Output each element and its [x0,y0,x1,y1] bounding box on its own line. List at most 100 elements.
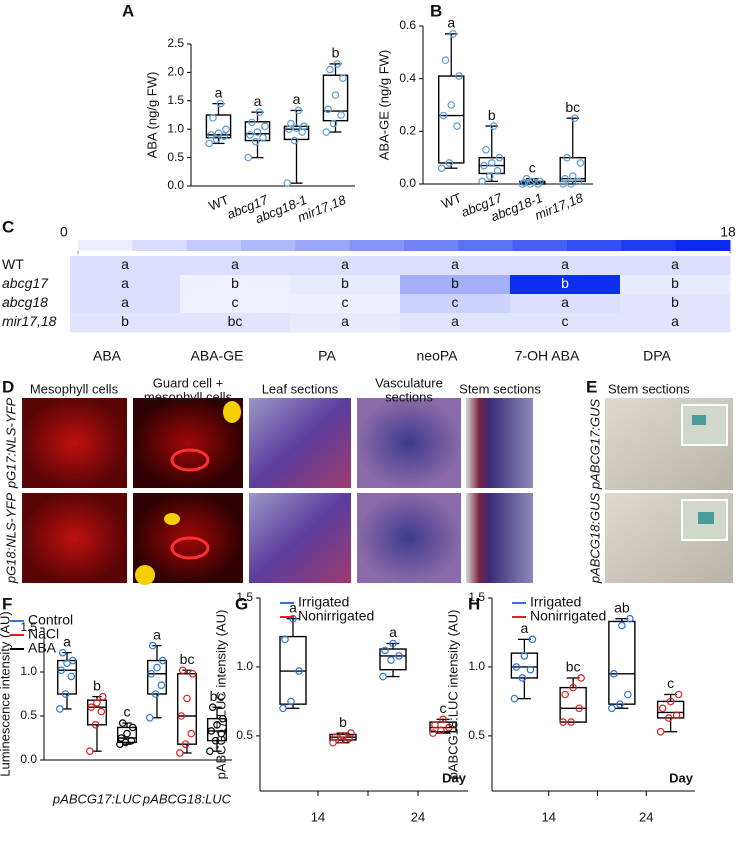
data-point [526,665,535,674]
guard-cell [170,536,210,560]
cell-letter: a [671,256,679,272]
data-point [395,652,403,660]
data-point [253,128,262,136]
heatmap-cell [620,256,731,276]
panel-letter: E [586,377,597,396]
gus-stain [698,512,714,524]
data-point [389,639,397,648]
data-point [117,734,126,742]
heatmap-cell [290,313,401,333]
box [559,156,587,183]
data-point [333,60,342,68]
data-point [207,727,216,735]
panel-letter: B [430,1,442,20]
colorbar-segment [404,240,459,251]
data-point [287,697,295,706]
column-label: PA [318,348,336,364]
data-point [337,111,345,119]
data-point [674,690,683,699]
data-point [486,172,494,180]
heatmap-cell [510,275,621,295]
data-point [287,119,295,128]
data-point [151,690,160,698]
cell-letter: a [341,313,349,329]
y-tick-label: 1.5 [236,590,253,604]
data-point [567,180,575,188]
data-point [559,718,567,726]
heatmap-cell [70,294,181,314]
heatmap-cell [620,294,731,314]
cell-letter: a [121,275,129,291]
data-point [510,694,519,703]
panel-letter: F [2,594,12,613]
colorbar-segment [512,240,568,251]
data-point [528,635,537,644]
y-tick-label: 0.0 [20,752,37,766]
panel-letter: D [2,377,14,396]
cell-letter: c [342,294,349,310]
significance-letter: a [63,633,71,649]
data-point [563,153,571,162]
data-point [610,670,618,678]
cell-letter: a [121,294,129,310]
y-tick-label: 1.0 [167,121,184,135]
cell-letter: a [451,313,459,329]
legend-label: ABA [28,640,57,656]
data-point [283,179,292,187]
x-tick-label: pABCG17:LUC [52,791,142,806]
box [206,717,227,742]
heatmap-cell [180,313,291,333]
colorbar-segment [567,240,622,251]
image-column-label: Vasculature [375,375,443,390]
data-point [575,704,583,713]
nucleus [164,513,180,525]
image-column-label: mesophyll cells [144,389,233,404]
y-tick-label: 0.5 [468,728,485,742]
data-point [618,621,626,630]
heatmap-cell [620,313,731,333]
data-point [561,690,569,699]
data-point [187,729,196,738]
data-point [98,692,107,701]
heatmap-cell [400,256,511,276]
y-tick-label: 0.5 [167,150,184,164]
data-point [478,177,486,186]
data-point [218,714,227,723]
y-tick-label: 1.0 [236,659,253,673]
heatmap-cell [180,275,291,295]
x-axis-label: Day [442,770,467,785]
y-tick-label: 1.5 [468,590,485,604]
data-point [61,690,70,698]
x-tick-label: WT [207,192,231,214]
heatmap-cell [70,256,181,276]
data-point [429,729,437,737]
data-point [439,715,447,724]
data-point [158,656,167,665]
data-point [577,674,585,682]
micrograph [249,398,351,488]
data-point [337,736,345,744]
data-point [128,723,137,732]
data-point [331,91,340,99]
colorbar-label: 18 [720,224,736,240]
data-point [453,122,461,130]
data-point [449,30,457,38]
data-point [437,164,446,173]
data-point [157,681,166,690]
image-column-label: sections [385,389,433,404]
data-point [147,669,156,678]
data-point [437,726,445,735]
cell-letter: b [451,275,459,291]
box [146,659,167,695]
y-tick-label: 1.0 [20,664,37,678]
significance-letter: c [529,159,536,175]
data-point [324,105,332,114]
y-tick-label: 1.5 [20,620,37,634]
significance-letter: a [389,624,397,640]
significance-letter: b [339,714,347,730]
y-tick-label: 0.5 [20,708,37,722]
cell-letter: a [231,256,239,272]
data-point [93,698,101,707]
y-tick-label: 0.4 [399,71,416,85]
y-tick-label: 0.6 [399,18,416,32]
